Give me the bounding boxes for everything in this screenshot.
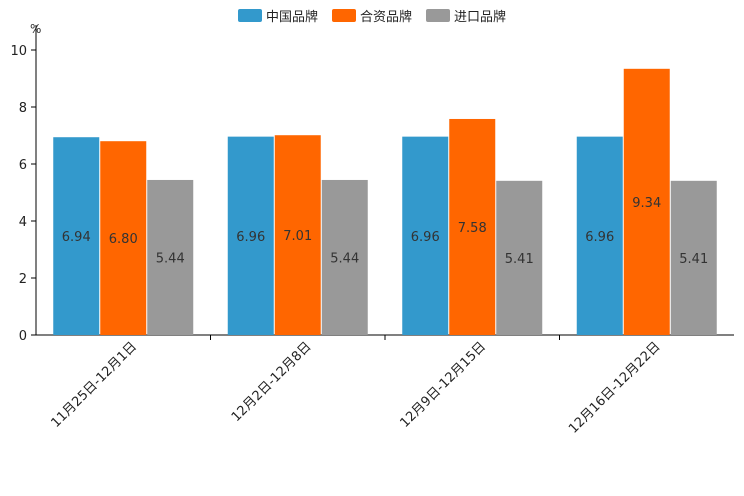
legend-item-import-brand[interactable]: 进口品牌 [426,6,506,25]
x-category-label: 12月16日-12月22日 [566,339,663,436]
x-category-label: 12月2日-12月8日 [229,339,315,425]
y-tick-label: 8 [19,101,27,116]
bar [496,180,543,335]
chart-legend: 中国品牌 合资品牌 进口品牌 [0,6,744,25]
bar [53,137,100,335]
y-tick-label: 2 [19,272,27,287]
legend-item-china-brand[interactable]: 中国品牌 [237,6,318,25]
legend-swatch-china-brand [237,9,262,22]
legend-item-joint-venture-brand[interactable]: 合资品牌 [331,6,412,25]
bar-data-label: 6.96 [585,230,614,245]
bar [623,68,670,335]
bar [670,180,717,335]
legend-swatch-joint-venture-brand [331,9,356,22]
bar [100,141,147,335]
legend-label-import-brand: 进口品牌 [454,10,507,25]
legend-label-china-brand: 中国品牌 [265,10,318,25]
bar [402,136,449,335]
bar-data-label: 6.80 [109,232,138,247]
bar-data-label: 5.41 [679,252,708,267]
legend-swatch-import-brand [426,9,450,22]
y-tick-label: 4 [19,215,27,230]
legend-label-joint-venture-brand: 合资品牌 [359,10,412,25]
bar [576,136,623,335]
bar-data-label: 6.96 [411,230,440,245]
bar-data-label: 7.01 [283,229,312,244]
bar [274,135,321,335]
y-tick-label: 10 [10,44,27,59]
x-category-label: 12月9日-12月15日 [397,339,489,431]
bar [321,179,368,335]
bar-data-label: 5.41 [505,252,534,267]
bar-data-label: 9.34 [632,196,661,211]
x-category-label: 11月25日-12月1日 [48,339,140,431]
bar [449,118,496,335]
bar [227,136,274,335]
bar-data-label: 6.96 [236,230,265,245]
y-tick-label: 0 [19,329,27,344]
bar-data-label: 5.44 [330,251,359,266]
y-tick-label: 6 [19,158,27,173]
bar-data-label: 6.94 [62,230,91,245]
bar-data-label: 5.44 [156,251,185,266]
bar [147,179,194,335]
bar-data-label: 7.58 [458,221,487,236]
